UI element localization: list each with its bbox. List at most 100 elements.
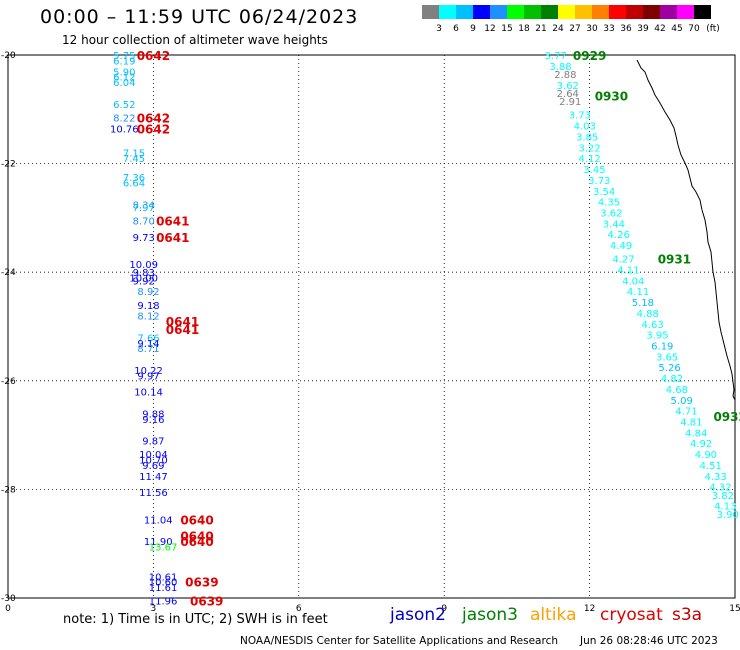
colorbar-tick-label: 6 — [453, 24, 459, 34]
swh-point: 4.68 — [666, 385, 688, 396]
colorbar-tick-label: 30 — [586, 24, 598, 34]
time-label: 0642 — [137, 111, 170, 125]
swh-point: 10.61 — [149, 572, 178, 583]
colorbar-swatch — [660, 5, 677, 19]
colorbar-tick-label: 45 — [671, 24, 682, 34]
y-tick-label: -26 — [1, 377, 16, 387]
colorbar-tick-label: 39 — [637, 24, 649, 34]
chart-title: 00:00 – 11:59 UTC 06/24/2023 — [40, 6, 359, 28]
colorbar-swatch — [490, 5, 507, 19]
swh-point: 7.15 — [123, 149, 145, 160]
swh-point: 6.12 — [113, 73, 135, 84]
colorbar-swatch — [524, 5, 541, 19]
colorbar-swatch — [439, 5, 456, 19]
swh-point: 4.27 — [612, 255, 634, 266]
swh-point: 4.71 — [675, 407, 697, 418]
time-label: 0639 — [185, 576, 218, 590]
time-label: 0641 — [166, 323, 199, 337]
swh-point: 6.19 — [651, 342, 673, 353]
swh-point: 3.73 — [588, 176, 610, 187]
coastline-path — [636, 59, 736, 401]
swh-point: 2.64 — [557, 89, 579, 100]
swh-point: 4.04 — [622, 276, 644, 287]
swh-point: 3.73 — [569, 111, 591, 122]
time-label: 0929 — [573, 49, 606, 63]
swh-point: 6.64 — [123, 179, 145, 190]
swh-point: 9.87 — [142, 437, 164, 448]
time-label: 0930 — [595, 90, 628, 104]
swh-point: 10.04 — [139, 450, 168, 461]
swh-point: 10.14 — [134, 388, 163, 399]
colorbar-swatch — [422, 5, 439, 19]
colorbar-swatch — [626, 5, 643, 19]
swh-point: 5.90 — [113, 67, 135, 78]
swh-point: 10.70 — [139, 456, 168, 467]
time-label: 0641 — [156, 231, 189, 245]
swh-point: 4.82 — [661, 374, 683, 385]
x-tick-label: 3 — [151, 604, 157, 614]
legend-jason3: jason3 — [462, 605, 518, 625]
colorbar-swatch — [473, 5, 490, 19]
colorbar-unit: (ft) — [706, 24, 720, 34]
colorbar-swatch — [575, 5, 592, 19]
y-tick-label: -28 — [1, 485, 16, 495]
swh-point: 6.19 — [113, 56, 135, 67]
time-label: 0641 — [166, 315, 199, 329]
colorbar-swatch — [609, 5, 626, 19]
colorbar-tick-label: 24 — [552, 24, 564, 34]
swh-point: 8.34 — [133, 200, 155, 211]
y-tick-label: -20 — [1, 51, 16, 61]
swh-point: 7.66 — [137, 333, 159, 344]
swh-point: 4.33 — [704, 472, 726, 483]
swh-point: 10.60 — [149, 578, 178, 589]
time-label: 0642 — [137, 49, 170, 63]
swh-point: 11.96 — [149, 597, 178, 608]
swh-point: 4.13 — [714, 502, 736, 513]
credit-text: NOAA/NESDIS Center for Satellite Applica… — [240, 635, 558, 647]
colorbar-tick-label: 33 — [603, 24, 614, 34]
swh-point: 11.04 — [144, 515, 173, 526]
swh-point: 9.97 — [137, 371, 159, 382]
plot-area — [7, 54, 736, 599]
time-label: 0931 — [658, 253, 691, 267]
swh-point: 11.56 — [139, 488, 168, 499]
colorbar-swatch — [507, 5, 524, 19]
colorbar-tick-label: 70 — [688, 24, 700, 34]
y-tick-label: -24 — [1, 268, 16, 278]
swh-point: 4.49 — [610, 241, 632, 252]
colorbar-swatch — [694, 5, 711, 19]
swh-point: 10.09 — [129, 260, 158, 271]
colorbar-swatch — [677, 5, 694, 19]
swh-point: 8.12 — [137, 312, 159, 323]
time-label: 0639 — [190, 595, 223, 609]
swh-point: 5.09 — [671, 396, 693, 407]
coastline — [636, 59, 736, 401]
colorbar-swatch — [592, 5, 609, 19]
swh-point: 3.95 — [646, 331, 668, 342]
footer-note: note: 1) Time is in UTC; 2) SWH is in fe… — [63, 612, 328, 627]
axes: 0 3 6 9 12 15 -20 -22 -24 -26 -28 -30 — [1, 51, 740, 614]
time-label: 0640 — [180, 530, 213, 544]
x-tick-label: 6 — [296, 604, 302, 614]
swh-point: 4.88 — [637, 309, 659, 320]
swh-point: 9.16 — [142, 415, 164, 426]
swh-point: 3.44 — [603, 219, 625, 230]
swh-point: 4.92 — [690, 439, 712, 450]
swh-point: 11.90 — [144, 537, 173, 548]
colorbar-swatch — [558, 5, 575, 19]
swh-point: 10.00 — [129, 274, 158, 285]
swh-point: 5.18 — [632, 298, 654, 309]
swh-point: 4.51 — [700, 461, 722, 472]
x-tick-label: 9 — [441, 604, 447, 614]
time-label: 0640 — [180, 513, 213, 527]
swh-point: 3.90 — [717, 510, 739, 521]
swh-point: 7.36 — [123, 173, 145, 184]
swh-point: 8.71 — [137, 344, 159, 355]
swh-point: 4.90 — [695, 450, 717, 461]
swh-point: 9.18 — [137, 301, 159, 312]
swh-point: 10.76 — [110, 124, 139, 135]
colorbar-tick-label: 3 — [436, 24, 442, 34]
colorbar-swatch — [643, 5, 660, 19]
time-labels: 0642064206420641064106410641064006400640… — [137, 49, 740, 609]
